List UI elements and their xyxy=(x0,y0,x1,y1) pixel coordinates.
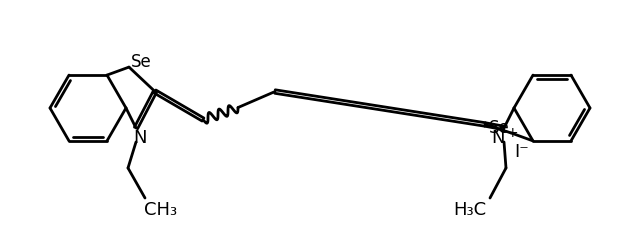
Text: Se: Se xyxy=(488,119,509,137)
Text: Se: Se xyxy=(131,53,152,71)
Text: CH₃: CH₃ xyxy=(145,201,177,219)
Text: N: N xyxy=(492,129,505,147)
Text: N: N xyxy=(133,129,147,147)
Text: +: + xyxy=(506,126,518,140)
Text: H₃C: H₃C xyxy=(453,201,486,219)
Text: I⁻: I⁻ xyxy=(515,143,529,161)
